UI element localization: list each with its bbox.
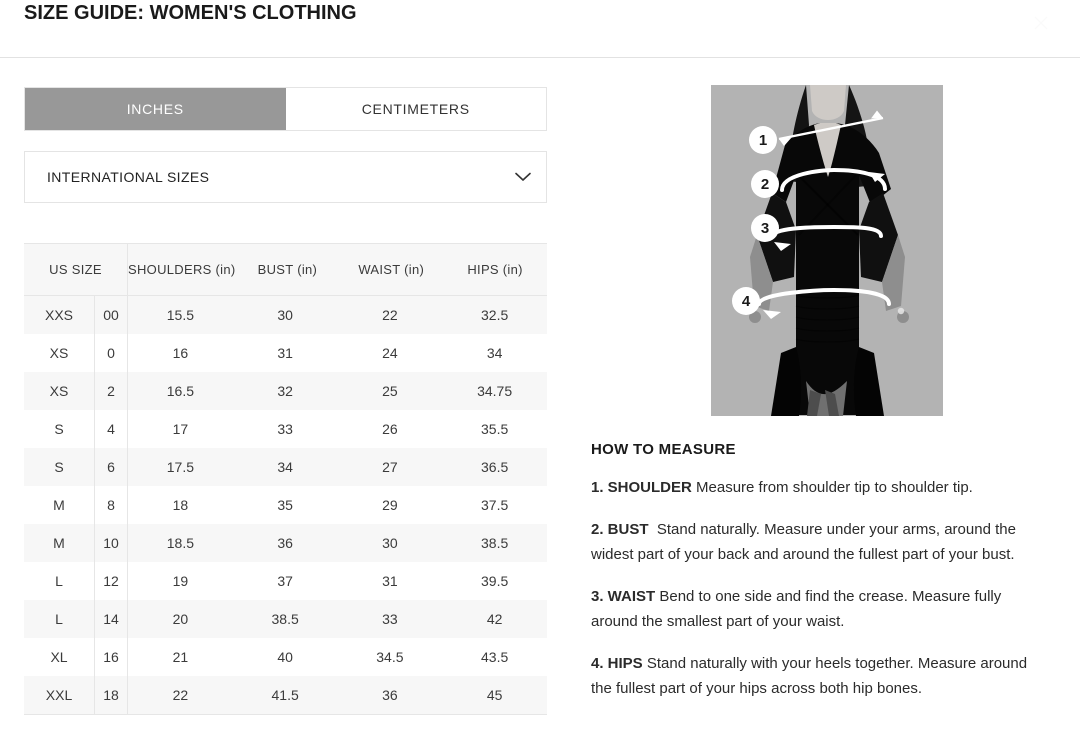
svg-text:1: 1 — [759, 132, 767, 149]
svg-text:4: 4 — [742, 293, 751, 310]
svg-text:3: 3 — [761, 220, 769, 237]
svg-text:2: 2 — [761, 176, 769, 193]
